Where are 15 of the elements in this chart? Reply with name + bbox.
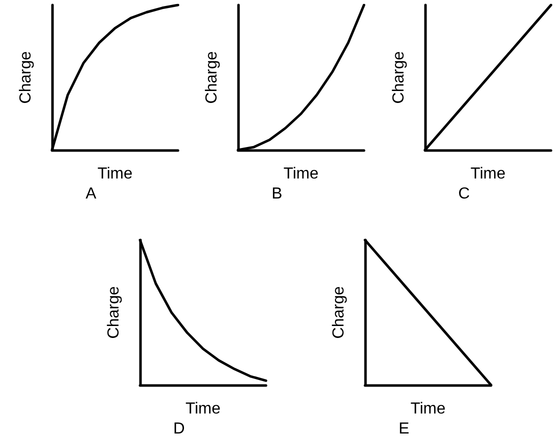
y-axis-title: Charge (18, 51, 34, 104)
x-axis-title: Time (284, 166, 319, 182)
x-axis-title: Time (410, 400, 446, 418)
y-axis-title: Charge (330, 286, 348, 339)
text: E (398, 420, 410, 438)
y-axis-title: Charge (204, 51, 220, 104)
text: B (272, 186, 282, 202)
x-axis-title: Time (470, 166, 506, 182)
x-axis-title: Time (186, 400, 221, 418)
y-axis-title: Charge (106, 286, 122, 339)
x-axis-title: Time (98, 166, 133, 182)
text: C (458, 186, 470, 202)
text: A (86, 186, 97, 202)
text: D (173, 420, 185, 438)
y-axis-title: Charge (390, 51, 408, 104)
